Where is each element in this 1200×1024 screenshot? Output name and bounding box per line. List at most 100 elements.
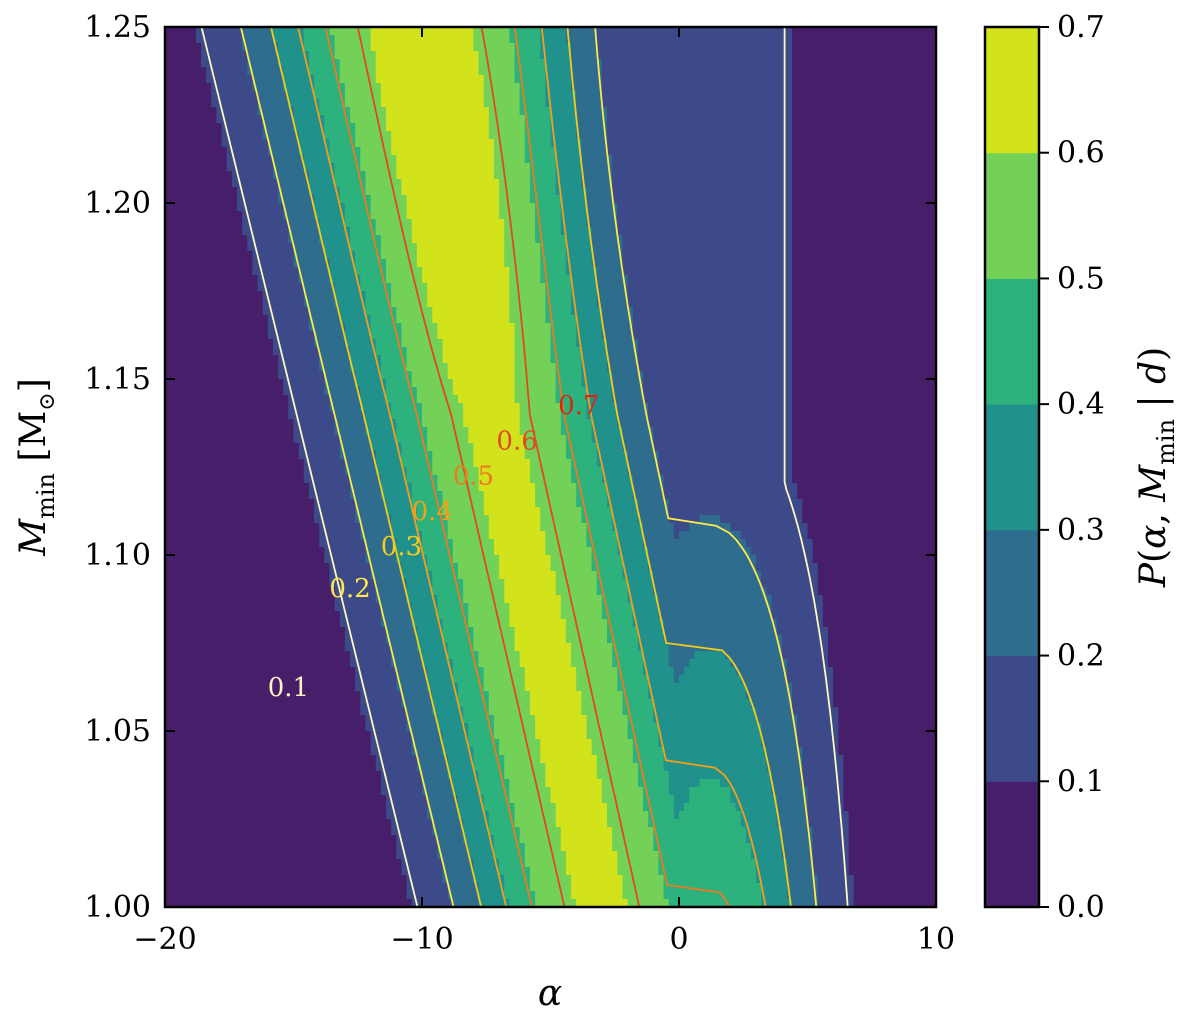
filled-cell (175, 251, 181, 260)
filled-cell (268, 379, 274, 388)
filled-cell (196, 827, 202, 836)
filled-cell (180, 59, 186, 68)
filled-cell (201, 883, 207, 892)
filled-cell (268, 891, 274, 900)
filled-cell (350, 427, 356, 436)
filled-cell (319, 795, 325, 804)
filled-cell (170, 531, 176, 540)
filled-cell (268, 635, 274, 644)
filled-cell (288, 659, 294, 668)
filled-cell (299, 779, 305, 788)
filled-cell (360, 147, 366, 156)
filled-cell (273, 859, 279, 868)
filled-cell (206, 411, 212, 420)
filled-cell (319, 707, 325, 716)
filled-cell (211, 635, 217, 644)
filled-cell (206, 75, 212, 84)
filled-cell (180, 35, 186, 44)
filled-cell (365, 243, 371, 252)
filled-cell (216, 779, 222, 788)
filled-cell (211, 819, 217, 828)
filled-cell (365, 339, 371, 348)
filled-cell (391, 859, 397, 868)
filled-cell (335, 219, 341, 228)
filled-cell (268, 443, 274, 452)
filled-cell (288, 755, 294, 764)
filled-cell (258, 59, 264, 68)
filled-cell (211, 723, 217, 732)
filled-cell (211, 131, 217, 140)
filled-cell (201, 427, 207, 436)
filled-cell (294, 59, 300, 68)
filled-cell (232, 651, 238, 660)
filled-cell (309, 123, 315, 132)
filled-cell (386, 651, 392, 660)
filled-cell (304, 203, 310, 212)
filled-cell (227, 99, 233, 108)
filled-cell (345, 179, 351, 188)
filled-cell (232, 867, 238, 876)
filled-cell (242, 539, 248, 548)
filled-cell (350, 315, 356, 324)
filled-cell (170, 59, 176, 68)
filled-cell (237, 563, 243, 572)
filled-cell (211, 307, 217, 316)
filled-cell (252, 371, 258, 380)
filled-cell (376, 523, 382, 532)
filled-cell (196, 371, 202, 380)
filled-cell (386, 587, 392, 596)
filled-cell (391, 483, 397, 492)
filled-cell (232, 179, 238, 188)
filled-cell (371, 763, 377, 772)
filled-cell (211, 331, 217, 340)
filled-cell (170, 683, 176, 692)
filled-cell (232, 331, 238, 340)
filled-cell (216, 139, 222, 148)
filled-cell (376, 803, 382, 812)
filled-cell (263, 99, 269, 108)
filled-cell (288, 507, 294, 516)
filled-cell (237, 339, 243, 348)
filled-cell (396, 75, 402, 84)
filled-cell (340, 43, 346, 52)
filled-cell (268, 51, 274, 60)
filled-cell (227, 883, 233, 892)
filled-cell (288, 827, 294, 836)
filled-cell (247, 331, 253, 340)
filled-cell (232, 875, 238, 884)
filled-cell (247, 339, 253, 348)
filled-cell (386, 195, 392, 204)
filled-cell (252, 811, 258, 820)
filled-cell (304, 35, 310, 44)
filled-cell (186, 891, 192, 900)
filled-cell (283, 323, 289, 332)
filled-cell (242, 627, 248, 636)
filled-cell (309, 619, 315, 628)
filled-cell (278, 435, 284, 444)
filled-cell (211, 547, 217, 556)
filled-cell (263, 555, 269, 564)
filled-cell (242, 563, 248, 572)
filled-cell (278, 243, 284, 252)
filled-cell (391, 683, 397, 692)
filled-cell (175, 347, 181, 356)
filled-cell (206, 715, 212, 724)
filled-cell (180, 243, 186, 252)
filled-cell (180, 115, 186, 124)
filled-cell (386, 387, 392, 396)
filled-cell (175, 147, 181, 156)
filled-cell (386, 851, 392, 860)
filled-cell (186, 571, 192, 580)
filled-cell (283, 515, 289, 524)
filled-cell (309, 795, 315, 804)
filled-cell (365, 491, 371, 500)
filled-cell (391, 851, 397, 860)
filled-cell (335, 115, 341, 124)
filled-cell (350, 891, 356, 900)
filled-cell (191, 395, 197, 404)
filled-cell (227, 363, 233, 372)
filled-cell (237, 427, 243, 436)
filled-cell (216, 707, 222, 716)
filled-cell (340, 731, 346, 740)
filled-cell (294, 507, 300, 516)
